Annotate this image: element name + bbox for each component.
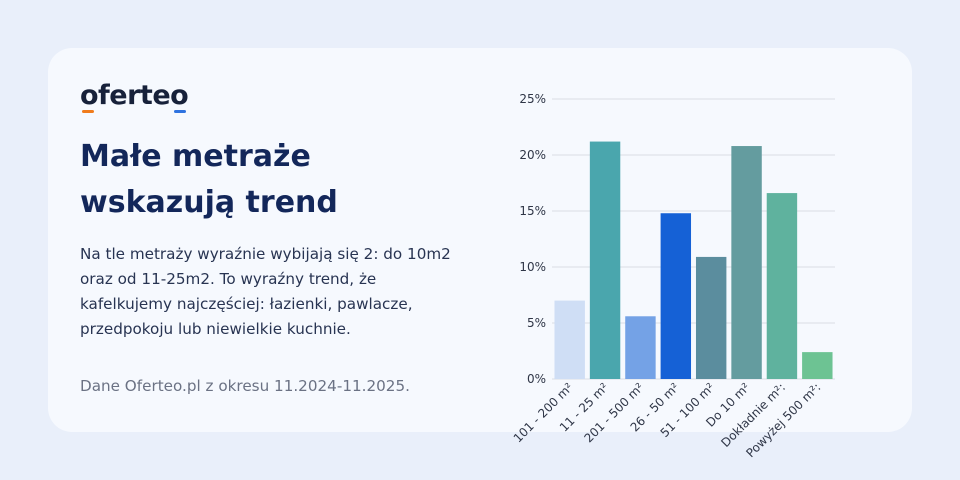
oferteo-logo[interactable]: oferteo xyxy=(80,80,189,116)
logo-accent-blue xyxy=(174,110,186,113)
logo-accent-orange xyxy=(82,110,94,113)
description-line: przedpokoju lub niewielkie kuchnie. xyxy=(80,320,351,338)
bar[interactable] xyxy=(802,352,833,379)
bar[interactable] xyxy=(766,193,798,379)
chart-y-axis: 0% 5% 10% 15% 20% 25% xyxy=(519,92,546,386)
description: Na tle metraży wyraźnie wybijają się 2: … xyxy=(80,242,470,342)
description-line: Na tle metraży wyraźnie wybijają się 2: … xyxy=(80,245,451,263)
bar[interactable] xyxy=(589,141,621,379)
page-title: Małe metraże wskazują trend xyxy=(80,134,420,226)
bar[interactable] xyxy=(554,300,585,379)
bar[interactable] xyxy=(625,316,656,379)
y-tick-label: 15% xyxy=(519,204,546,218)
bar[interactable] xyxy=(660,213,692,379)
bar[interactable] xyxy=(731,146,762,379)
title-line: wskazują trend xyxy=(80,185,338,220)
x-tick-label: 101 - 200 m² xyxy=(511,380,576,445)
y-tick-label: 20% xyxy=(519,148,546,162)
description-line: oraz od 11-25m2. To wyraźny trend, że xyxy=(80,270,377,288)
y-tick-label: 10% xyxy=(519,260,546,274)
chart-bars xyxy=(554,141,833,379)
data-source-note: Dane Oferteo.pl z okresu 11.2024-11.2025… xyxy=(80,377,410,395)
y-tick-label: 25% xyxy=(519,92,546,106)
description-line: kafelkujemy najczęściej: łazienki, pawla… xyxy=(80,295,413,313)
y-tick-label: 5% xyxy=(527,316,546,330)
title-line: Małe metraże xyxy=(80,139,311,174)
bar[interactable] xyxy=(695,256,727,379)
y-tick-label: 0% xyxy=(527,372,546,386)
logo-text: oferteo xyxy=(80,80,189,111)
